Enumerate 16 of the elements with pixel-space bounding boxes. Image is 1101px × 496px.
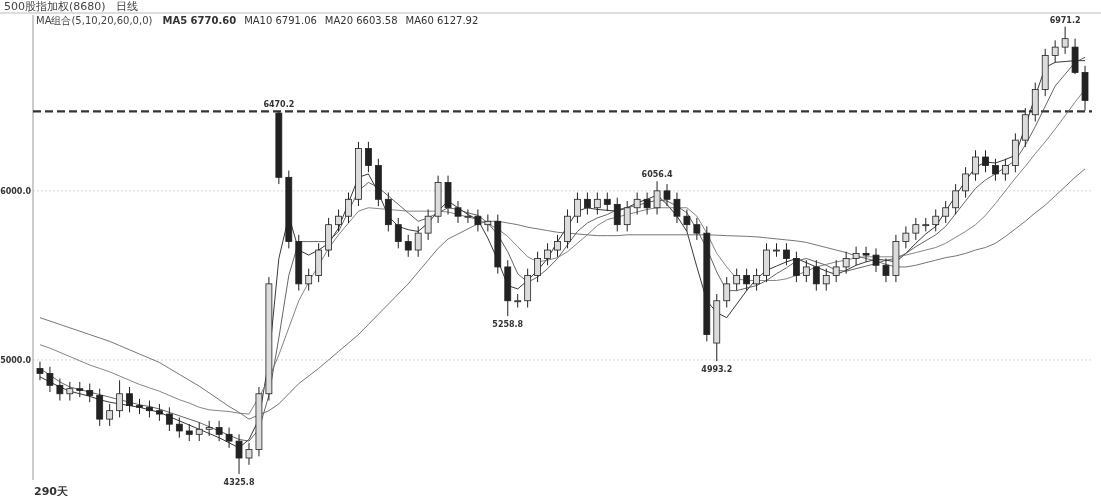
annotation: MA20 6603.58	[324, 15, 398, 26]
text: 日线	[115, 0, 138, 13]
annotation: 4993.2	[701, 365, 733, 375]
annotation: 6971.2	[1049, 15, 1081, 25]
y-tick-label: 6000.0	[0, 186, 32, 196]
annotation: 6470.2	[263, 100, 295, 110]
chart-title: 500股指加权(8680)	[4, 0, 106, 13]
annotation: 4325.8	[223, 477, 255, 487]
annotation: 6056.4	[641, 170, 673, 180]
annotation: MA10 6791.06	[244, 15, 317, 26]
annotation: 5258.8	[492, 320, 524, 330]
chart-subtitle: MA组合(5,10,20,60,0,0)	[36, 15, 153, 26]
annotation: MA60 6127.92	[405, 15, 479, 26]
text: 290天	[34, 485, 69, 496]
y-tick-label: 5000.0	[0, 355, 32, 365]
annotation: MA5 6770.60	[162, 15, 237, 26]
